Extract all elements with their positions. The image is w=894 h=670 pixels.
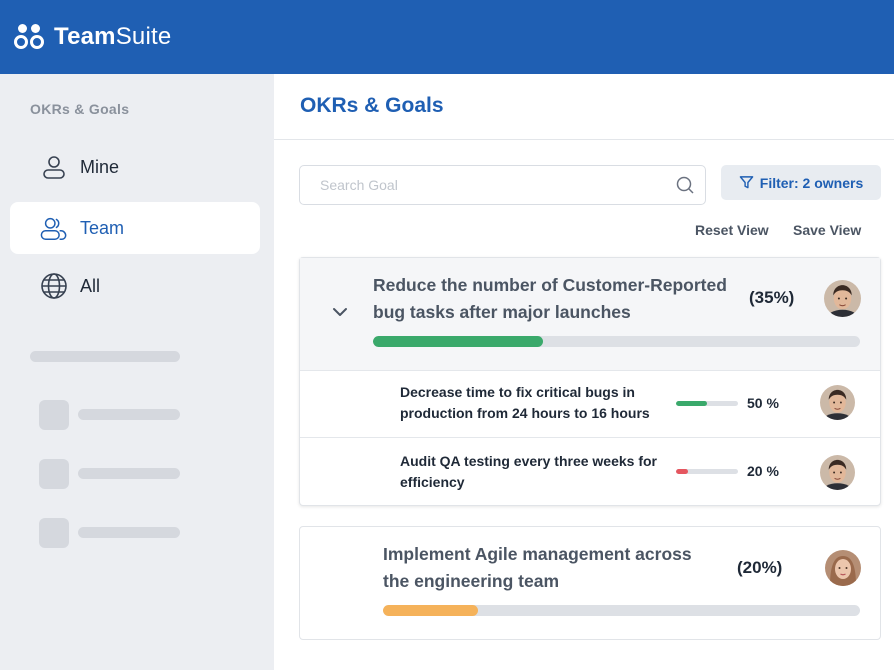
owner-avatar[interactable]: [820, 385, 855, 420]
user-icon: [43, 156, 65, 179]
goal-title-line: the engineering team: [383, 571, 560, 591]
key-result-row[interactable]: Decrease time to fix critical bugs in pr…: [300, 371, 880, 438]
key-result-line: production from 24 hours to 16 hours: [400, 405, 650, 421]
placeholder-square: [39, 400, 69, 430]
key-result-progress-fill: [676, 401, 707, 406]
logo-icon: [14, 24, 46, 50]
save-view-button[interactable]: Save View: [793, 222, 862, 238]
goal-card: Reduce the number of Customer-Reported b…: [299, 257, 881, 506]
search-input[interactable]: [320, 177, 675, 193]
owner-avatar[interactable]: [825, 550, 861, 586]
filter-icon: [739, 176, 754, 189]
sidebar-item-team[interactable]: Team: [10, 202, 260, 254]
sidebar-item-label: All: [80, 275, 101, 296]
goal-title-line: Reduce the number of Customer-Reported: [373, 275, 727, 295]
key-result-title: Decrease time to fix critical bugs in pr…: [400, 382, 650, 424]
goal-title: Implement Agile management across the en…: [383, 541, 692, 595]
goal-percent: (35%): [749, 288, 795, 307]
goal-progress-fill: [373, 336, 544, 347]
sidebar-heading: OKRs & Goals: [30, 101, 130, 117]
owner-avatar[interactable]: [824, 280, 861, 317]
goal-title-line: bug tasks after major launches: [373, 302, 631, 322]
brand-bold: Team: [54, 23, 116, 50]
sidebar-item-all[interactable]: All: [10, 260, 260, 312]
key-result-title: Audit QA testing every three weeks for e…: [400, 451, 657, 493]
sidebar-item-label: Team: [80, 217, 125, 238]
goal-progress-bar: [383, 605, 860, 616]
goal-title: Reduce the number of Customer-Reported b…: [373, 272, 727, 326]
goal-title-line: Implement Agile management across: [383, 544, 692, 564]
key-result-line: Decrease time to fix critical bugs in: [400, 384, 635, 400]
key-result-row[interactable]: Audit QA testing every three weeks for e…: [300, 439, 880, 506]
key-result-line: efficiency: [400, 474, 465, 490]
owner-avatar[interactable]: [820, 455, 855, 490]
users-icon: [40, 217, 67, 240]
key-result-progress-bar: [676, 401, 738, 406]
placeholder-bar: [78, 468, 180, 479]
placeholder-bar: [78, 409, 180, 420]
placeholder-square: [39, 459, 69, 489]
key-result-progress-fill: [676, 469, 689, 474]
search-icon[interactable]: [675, 175, 695, 195]
divider: [274, 139, 894, 140]
placeholder-square: [39, 518, 69, 548]
sidebar-item-mine[interactable]: Mine: [10, 141, 260, 193]
page-title: OKRs & Goals: [300, 94, 444, 117]
goal-progress-bar: [373, 336, 860, 347]
brand-light: Suite: [115, 23, 172, 50]
top-bar: TeamSuite: [0, 0, 894, 74]
filter-button[interactable]: Filter: 2 owners: [721, 165, 881, 200]
sidebar: OKRs & Goals Mine Team All: [0, 74, 274, 670]
chevron-down-icon[interactable]: [330, 302, 350, 322]
globe-icon: [41, 273, 67, 299]
key-result-line: Audit QA testing every three weeks for: [400, 453, 657, 469]
key-result-percent: 20 %: [747, 463, 779, 479]
goal-percent: (20%): [737, 558, 783, 577]
reset-view-button[interactable]: Reset View: [695, 222, 769, 238]
search-box[interactable]: [299, 165, 706, 205]
key-result-progress-bar: [676, 469, 738, 474]
filter-label: Filter: 2 owners: [759, 174, 864, 191]
brand-name[interactable]: TeamSuite: [54, 23, 171, 51]
placeholder-bar: [78, 527, 180, 538]
main-content: OKRs & Goals Filter: 2 owners Reset View…: [274, 74, 894, 670]
goal-header[interactable]: Reduce the number of Customer-Reported b…: [300, 258, 880, 371]
key-result-percent: 50 %: [747, 395, 779, 411]
goal-progress-fill: [383, 605, 479, 616]
goal-card[interactable]: Implement Agile management across the en…: [299, 526, 881, 640]
sidebar-item-label: Mine: [80, 156, 120, 177]
placeholder-bar: [30, 351, 180, 362]
